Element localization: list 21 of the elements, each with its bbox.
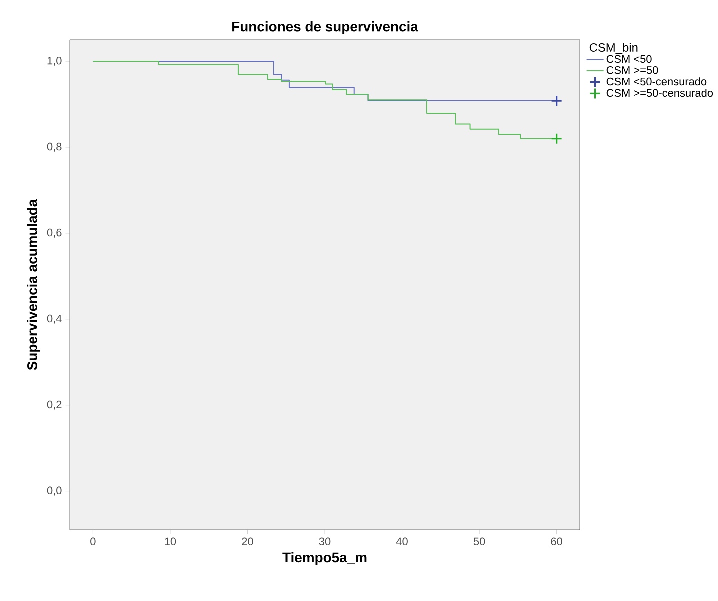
- x-tick-label: 0: [90, 538, 96, 546]
- y-tick-label: 0,6: [47, 228, 62, 238]
- x-tick-label: 10: [165, 538, 176, 546]
- chart-title: Funciones de supervivencia: [232, 21, 418, 34]
- legend-label: CSM >=50: [606, 66, 658, 74]
- y-tick-label: 0,0: [47, 486, 62, 496]
- x-axis-title: Tiempo5a_m: [282, 552, 367, 566]
- y-tick-label: 1,0: [48, 56, 62, 66]
- y-tick-label: 0,2: [47, 400, 62, 410]
- y-tick-label: 0,4: [47, 314, 62, 324]
- legend-label: CSM <50: [606, 55, 652, 64]
- legend-label: CSM <50-censurado: [606, 78, 707, 86]
- y-axis-title: Supervivencia acumulada: [27, 199, 40, 370]
- legend-label: CSM >=50-censurado: [606, 89, 714, 98]
- x-tick-label: 40: [396, 538, 408, 546]
- x-tick-label: 60: [551, 538, 562, 546]
- x-tick-label: 20: [242, 538, 254, 546]
- x-tick-label: 50: [474, 538, 486, 546]
- legend-title: CSM_bin: [590, 43, 638, 54]
- y-tick-label: 0,8: [47, 142, 62, 152]
- x-tick-label: 30: [319, 538, 331, 546]
